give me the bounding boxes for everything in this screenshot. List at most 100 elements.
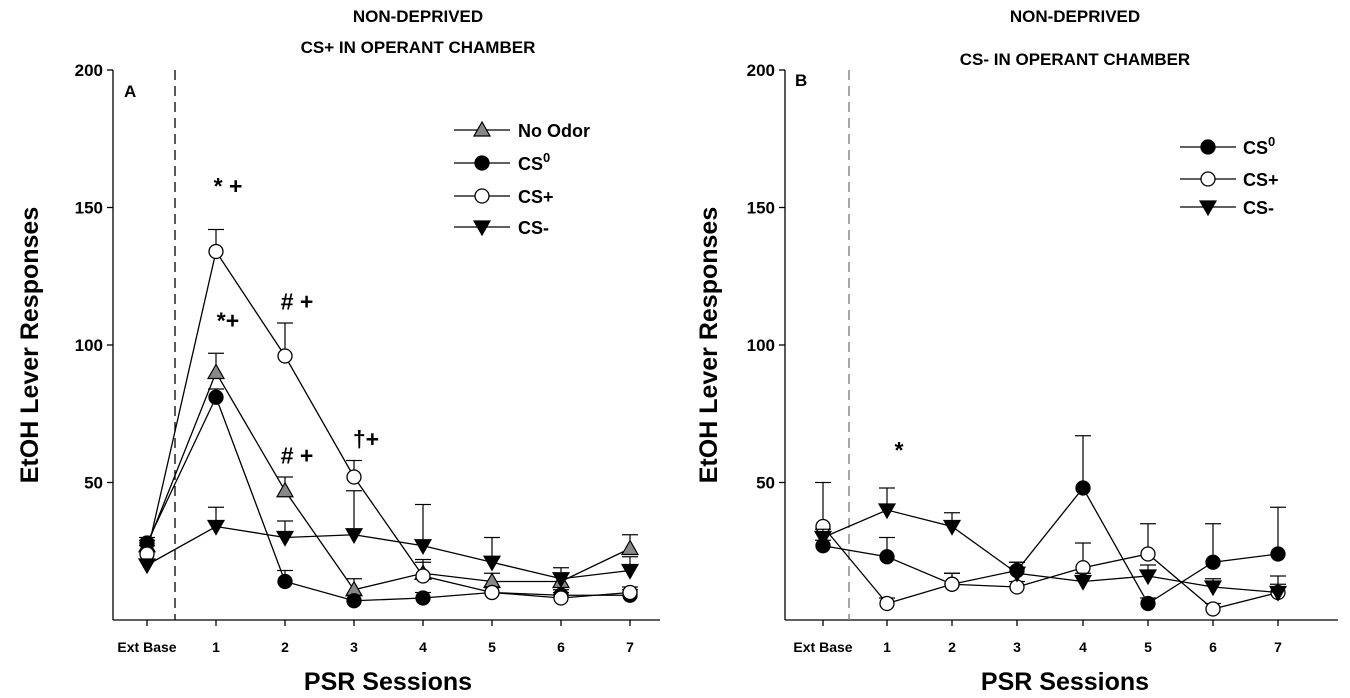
data-point bbox=[1205, 601, 1221, 617]
data-point bbox=[484, 584, 500, 601]
panel-a-significance-marker: # + bbox=[281, 442, 314, 468]
panel-b-x-tick-label: 6 bbox=[1209, 639, 1217, 655]
panel-a-series-no-odor bbox=[137, 352, 640, 597]
panel-b-title-line: NON-DEPRIVED bbox=[1010, 7, 1140, 26]
data-point bbox=[346, 593, 362, 609]
panel-a-significance-marker: *+ bbox=[217, 308, 239, 334]
data-point bbox=[1205, 554, 1221, 570]
panel-a-title-line: CS+ IN OPERANT CHAMBER bbox=[301, 38, 536, 57]
panel-b-series-cs- bbox=[813, 487, 1288, 602]
data-point bbox=[942, 519, 962, 536]
data-point bbox=[482, 555, 502, 572]
data-point bbox=[208, 389, 224, 405]
data-point bbox=[879, 595, 895, 612]
legend-label: CS+ bbox=[1243, 170, 1279, 190]
data-point bbox=[622, 584, 638, 601]
panel-b-legend: CS0 CS+ CS- bbox=[1180, 134, 1279, 218]
data-point bbox=[620, 563, 640, 580]
panel-a-y-tick-label: 200 bbox=[75, 61, 103, 80]
data-point bbox=[413, 539, 433, 555]
data-point bbox=[137, 558, 157, 575]
panel-a-x-tick-label: Ext Base bbox=[117, 639, 176, 655]
panel-b-y-axis-label: EtOH Lever Responses bbox=[695, 207, 723, 484]
data-point bbox=[275, 481, 295, 498]
data-point bbox=[1140, 595, 1156, 612]
legend-marker bbox=[1198, 200, 1218, 217]
legend-label: CS+ bbox=[518, 187, 554, 207]
data-point bbox=[206, 519, 226, 536]
panel-b-y-tick-label: 150 bbox=[747, 199, 775, 218]
data-point bbox=[879, 549, 895, 565]
panel-a-significance-marker: * + bbox=[214, 173, 243, 199]
panel-b-x-tick-label: 3 bbox=[1013, 639, 1021, 655]
legend-marker bbox=[474, 188, 490, 204]
panel-b-x-tick-label: 1 bbox=[883, 639, 891, 655]
panel-a-x-tick-label: 4 bbox=[419, 639, 427, 655]
data-point bbox=[206, 363, 226, 380]
data-point bbox=[1073, 574, 1093, 591]
series-line bbox=[822, 486, 1279, 605]
panel-b-y-tick-label: 50 bbox=[756, 474, 775, 493]
legend-label: CS- bbox=[1243, 198, 1274, 218]
series-line bbox=[146, 249, 631, 599]
data-point bbox=[553, 590, 569, 606]
legend-marker bbox=[472, 120, 492, 137]
data-point bbox=[1138, 569, 1158, 586]
panel-b-x-tick-label: 4 bbox=[1079, 639, 1087, 655]
legend-marker bbox=[1200, 171, 1216, 187]
panel-a-panel-letter: A bbox=[124, 82, 136, 101]
data-point bbox=[1007, 566, 1027, 583]
panel-a-x-tick-label: 1 bbox=[212, 639, 220, 655]
data-point bbox=[1075, 480, 1091, 496]
data-point bbox=[877, 503, 897, 520]
data-point bbox=[1268, 585, 1288, 602]
panel-a-series-cs- bbox=[137, 490, 640, 588]
legend-label: CS- bbox=[518, 218, 549, 238]
panel-b-title-line: CS- IN OPERANT CHAMBER bbox=[960, 50, 1190, 69]
data-point bbox=[620, 539, 640, 556]
legend-marker bbox=[472, 220, 492, 237]
panel-a-x-tick-label: 3 bbox=[350, 639, 358, 655]
data-point bbox=[208, 243, 224, 260]
data-point bbox=[1203, 580, 1223, 597]
panel-a-y-tick-label: 50 bbox=[84, 474, 103, 493]
legend-label: No Odor bbox=[518, 121, 590, 141]
panel-b-x-tick-label: Ext Base bbox=[793, 639, 852, 655]
panel-a-significance-marker: †+ bbox=[353, 426, 379, 452]
panel-a-x-tick-label: 6 bbox=[557, 639, 565, 655]
series-line bbox=[146, 371, 631, 591]
data-point bbox=[415, 568, 431, 584]
series-line bbox=[146, 525, 631, 580]
legend-marker bbox=[1200, 139, 1216, 155]
data-point bbox=[344, 528, 364, 544]
panel-b-x-axis-label: PSR Sessions bbox=[981, 668, 1149, 696]
panel-b-x-tick-label: 5 bbox=[1144, 639, 1152, 655]
panel-a: NON-DEPRIVED CS+ IN OPERANT CHAMBER 50 100 1… bbox=[16, 7, 660, 696]
data-point bbox=[277, 573, 293, 590]
data-point bbox=[944, 576, 960, 592]
panel-b-panel-letter: B bbox=[795, 71, 807, 90]
panel-a-y-tick-label: 150 bbox=[75, 199, 103, 218]
panel-a-title-line: NON-DEPRIVED bbox=[353, 7, 483, 26]
panel-b-x-tick-label: 7 bbox=[1274, 639, 1282, 655]
data-point bbox=[415, 590, 431, 606]
data-point bbox=[1270, 546, 1286, 562]
legend-marker bbox=[474, 155, 490, 171]
panel-b-x-tick-label: 2 bbox=[948, 639, 956, 655]
panel-a-y-axis-label: EtOH Lever Responses bbox=[16, 207, 44, 484]
panel-a-series-cs- bbox=[139, 228, 638, 606]
data-point bbox=[275, 530, 295, 547]
panel-a-x-axis-label: PSR Sessions bbox=[304, 668, 472, 696]
panel-a-x-tick-label: 5 bbox=[488, 639, 496, 655]
panel-b-y-tick-label: 200 bbox=[747, 61, 775, 80]
panel-b-y-tick-label: 100 bbox=[747, 336, 775, 355]
data-point bbox=[551, 572, 571, 588]
panel-a-x-tick-label: 2 bbox=[281, 639, 289, 655]
panel-a-legend: No Odor CS0 CS+ CS- bbox=[454, 120, 590, 238]
data-point bbox=[277, 348, 293, 364]
series-line bbox=[822, 509, 1279, 594]
data-point bbox=[346, 469, 362, 485]
panel-b: NON-DEPRIVED CS- IN OPERANT CHAMBER 50 100 1… bbox=[695, 7, 1338, 696]
legend-label: CS0 bbox=[1243, 134, 1275, 158]
